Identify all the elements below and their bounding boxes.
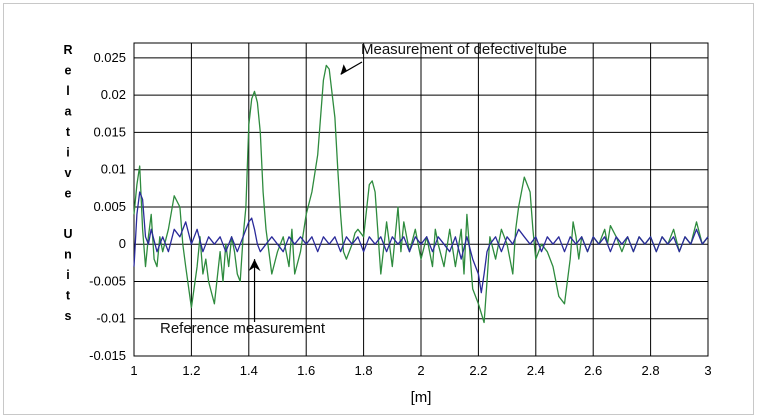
y-axis-label-letter: i bbox=[66, 146, 69, 160]
y-axis-label-letter: i bbox=[66, 268, 69, 282]
y-axis-label-letter: e bbox=[65, 187, 72, 201]
y-tick-label: 0.025 bbox=[93, 50, 126, 65]
annotation-reference: Reference measurement bbox=[160, 320, 326, 337]
y-axis-label-letter: n bbox=[64, 248, 72, 262]
x-tick-label: 3 bbox=[704, 363, 711, 378]
plot-border bbox=[133, 42, 709, 357]
x-tick-label: 2 bbox=[417, 363, 424, 378]
x-tick-label: 1.8 bbox=[355, 363, 373, 378]
y-axis-label-letter: t bbox=[66, 289, 71, 303]
y-tick-label: 0.015 bbox=[93, 124, 126, 139]
series-line-2 bbox=[133, 191, 709, 294]
x-tick-label: 2.4 bbox=[527, 363, 545, 378]
y-tick-label: -0.015 bbox=[89, 348, 126, 363]
arrowhead-icon bbox=[248, 259, 261, 272]
x-tick-label: 2.8 bbox=[642, 363, 660, 378]
x-tick-label: 2.6 bbox=[584, 363, 602, 378]
y-tick-label: -0.01 bbox=[96, 311, 126, 326]
y-tick-label: 0 bbox=[119, 236, 126, 251]
y-axis-label-letter: a bbox=[65, 105, 73, 119]
y-axis-label-letter: e bbox=[65, 64, 72, 78]
x-tick-label: 1.6 bbox=[297, 363, 315, 378]
y-axis-label-letter: v bbox=[65, 166, 72, 180]
y-axis-label-letter: U bbox=[63, 227, 72, 241]
arrowhead-icon bbox=[340, 64, 347, 75]
y-axis-label-letter: t bbox=[66, 125, 71, 139]
y-axis-label-letter: s bbox=[65, 309, 72, 323]
x-tick-label: 1.2 bbox=[182, 363, 200, 378]
chart-frame: 0.025 0.02 0.015 0.01 0.005 0 -0.005 -0.01 -0.01… bbox=[3, 3, 754, 415]
y-tick-label: 0.02 bbox=[101, 87, 126, 102]
y-tick-label: -0.005 bbox=[89, 273, 126, 288]
x-axis-label: [m] bbox=[411, 389, 432, 406]
y-axis-label-letter: l bbox=[66, 84, 69, 98]
annotation-defective-leader bbox=[340, 61, 363, 75]
y-axis-label-letter: R bbox=[63, 43, 72, 57]
annotation-defective: Measurement of defective tube bbox=[361, 41, 567, 58]
y-tick-label: 0.005 bbox=[93, 199, 126, 214]
y-tick-label: 0.01 bbox=[101, 162, 126, 177]
x-tick-label: 1 bbox=[130, 363, 137, 378]
line-chart: 0.025 0.02 0.015 0.01 0.005 0 -0.005 -0.01 -0.01… bbox=[63, 41, 711, 406]
x-tick-label: 2.2 bbox=[469, 363, 487, 378]
x-tick-label: 1.4 bbox=[240, 363, 258, 378]
